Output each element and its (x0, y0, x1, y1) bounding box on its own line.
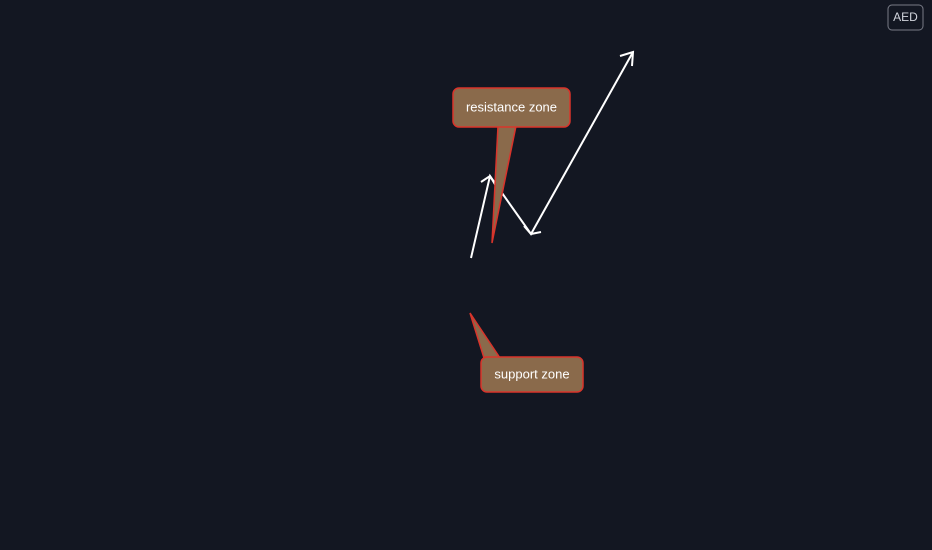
projection-arrow (470, 51, 634, 259)
callout-text: resistance zone (466, 99, 557, 114)
currency: AED (893, 10, 918, 24)
callout-box (480, 356, 584, 393)
callout-box (452, 87, 571, 128)
arrows (470, 50, 635, 259)
arrow-head (480, 174, 497, 187)
arrow-head (619, 50, 635, 67)
callout-text: support zone (494, 366, 569, 381)
currency-box (887, 4, 924, 31)
arrow-head (523, 225, 542, 236)
callouts: resistance zone support zone (452, 87, 584, 393)
